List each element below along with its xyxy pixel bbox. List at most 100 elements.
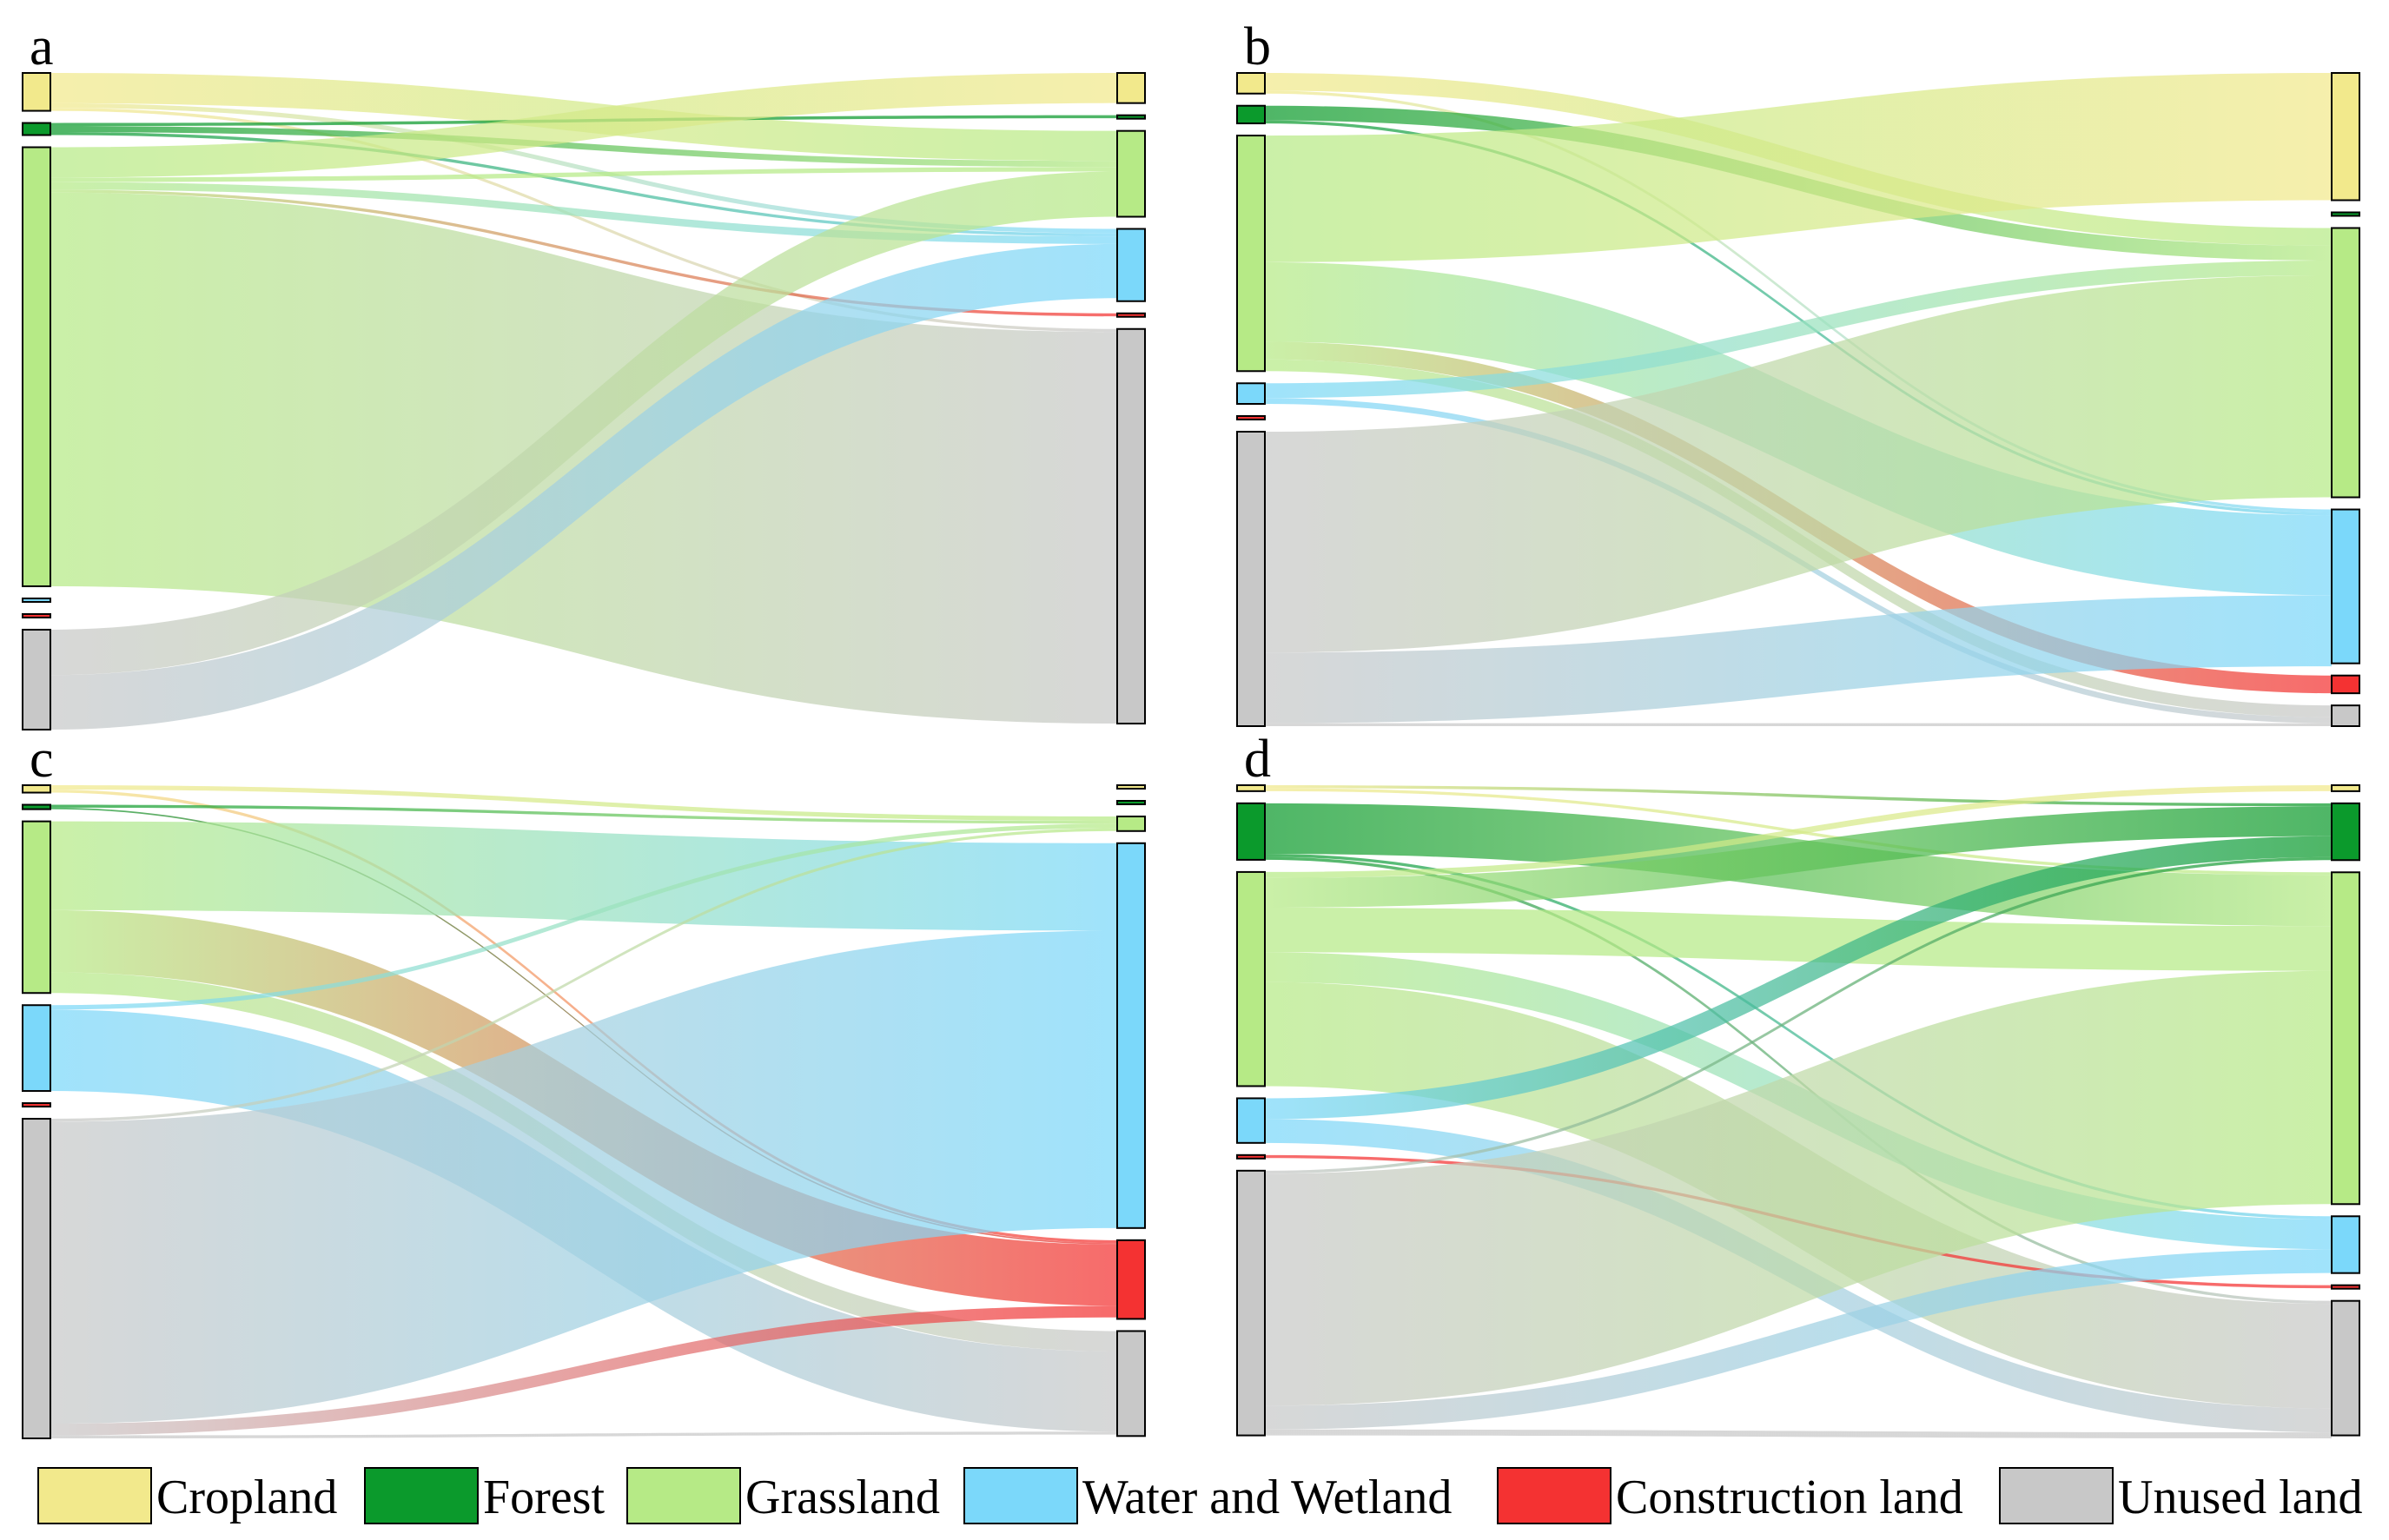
right-node-unused [2331, 1299, 2360, 1437]
right-node-construction [2331, 674, 2360, 695]
flow-unused-to-construction [50, 1305, 1117, 1436]
left-node-cropland [1236, 72, 1266, 95]
nodes [22, 72, 1146, 730]
legend-label: Construction land [1616, 1471, 1963, 1524]
flow-unused-to-grassland [1265, 275, 2332, 653]
legend: Cropland Forest Grassland Water and Wetland… [37, 1467, 2363, 1524]
right-node-unused [2331, 704, 2360, 728]
legend-item-cropland: Cropland [37, 1467, 337, 1524]
flow-unused-to-water [50, 930, 1117, 1424]
legend-item-unused: Unused land [1999, 1467, 2363, 1524]
legend-item-water: Water and Wetland [963, 1467, 1452, 1524]
legend-item-construction: Construction land [1497, 1467, 1963, 1524]
legend-swatch [626, 1467, 741, 1524]
left-node-water [1236, 382, 1266, 405]
flow-grassland-to-water [50, 821, 1117, 931]
flow-forest-to-water [1265, 120, 2332, 516]
flow-unused-to-water [1265, 1249, 2332, 1430]
legend-label: Forest [483, 1471, 605, 1524]
panel-d: d [1236, 730, 2360, 1438]
flow-grassland-to-construction [50, 189, 1117, 317]
right-node-grassland [1116, 129, 1146, 218]
flow-unused-to-grassland [1265, 970, 2332, 1406]
flow-cropland-to-unused [50, 108, 1117, 333]
flow-forest-to-water [50, 132, 1117, 237]
right-node-forest [2331, 802, 2360, 862]
right-node-unused [1116, 1330, 1146, 1438]
flow-grassland-to-cropland [50, 73, 1117, 178]
left-node-unused [22, 628, 51, 730]
flow-unused-to-unused [50, 1431, 1117, 1438]
flow-cropland-to-grassland [50, 785, 1117, 822]
legend-label: Water and Wetland [1082, 1471, 1452, 1524]
right-node-water [1116, 842, 1146, 1229]
left-node-water [1236, 1097, 1266, 1144]
panel-letter: a [30, 17, 54, 76]
flow-cropland-to-water [50, 102, 1117, 234]
legend-swatch [1497, 1467, 1611, 1524]
right-node-grassland [1116, 816, 1146, 832]
flow-cropland-to-construction [50, 790, 1117, 1244]
right-node-forest [2331, 211, 2360, 217]
flow-grassland-to-forest [1265, 806, 2332, 908]
panel-c: c [22, 730, 1146, 1439]
flow-unused-to-grassland [50, 828, 1117, 1122]
left-node-forest [22, 803, 51, 810]
left-node-construction [1236, 415, 1266, 420]
legend-label: Unused land [2118, 1471, 2363, 1524]
right-node-grassland [2331, 227, 2360, 499]
flows [50, 73, 1117, 730]
panel-letter: c [30, 730, 54, 789]
legend-swatch [364, 1467, 479, 1524]
panel-a: a [22, 17, 1146, 730]
left-node-cropland [22, 784, 51, 794]
flow-cropland-to-water [1265, 90, 2332, 512]
right-node-water [1116, 228, 1146, 302]
flow-forest-to-grassland [50, 804, 1117, 824]
left-node-construction [22, 612, 51, 618]
right-node-cropland [2331, 784, 2360, 792]
nodes [1236, 72, 2360, 728]
flow-water-to-grassland [50, 823, 1117, 1010]
right-node-cropland [1116, 784, 1146, 790]
left-node-construction [22, 1102, 51, 1108]
left-node-unused [1236, 431, 1266, 727]
nodes [22, 784, 1146, 1439]
left-node-construction [1236, 1153, 1266, 1160]
left-node-water [22, 1004, 51, 1093]
left-node-grassland [22, 820, 51, 995]
legend-label: Grassland [745, 1471, 940, 1524]
left-node-grassland [1236, 135, 1266, 373]
legend-item-grassland: Grassland [626, 1467, 940, 1524]
right-node-forest [1116, 800, 1146, 805]
panel-letter: b [1244, 17, 1271, 76]
flow-grassland-to-water [50, 182, 1117, 244]
flows [1265, 73, 2332, 726]
right-node-unused [1116, 327, 1146, 725]
right-node-grassland [2331, 871, 2360, 1206]
left-node-forest [1236, 104, 1266, 125]
right-node-water [2331, 508, 2360, 664]
flow-forest-to-construction [50, 807, 1117, 1245]
left-node-cropland [22, 72, 51, 112]
flow-grassland-to-cropland [1265, 73, 2332, 262]
right-node-construction [1116, 312, 1146, 318]
flow-grassland-to-grassland [50, 167, 1117, 182]
flow-unused-to-unused [1265, 723, 2332, 726]
flow-unused-to-water [1265, 595, 2332, 724]
flow-grassland-to-grassland [1265, 908, 2332, 971]
flow-unused-to-forest [1265, 856, 2332, 1174]
flow-unused-to-water [50, 243, 1117, 730]
flow-cropland-to-forest [1265, 785, 2332, 807]
right-node-water [2331, 1215, 2360, 1274]
flows [50, 785, 1117, 1438]
left-node-forest [22, 122, 51, 136]
legend-swatch [37, 1467, 152, 1524]
panel-letter: d [1244, 730, 1271, 789]
legend-swatch [963, 1467, 1078, 1524]
flow-unused-to-unused [1265, 1429, 2332, 1438]
flow-forest-to-water [1265, 854, 2332, 1219]
flow-water-to-forest [1265, 836, 2332, 1120]
panel-b: b [1236, 17, 2360, 728]
